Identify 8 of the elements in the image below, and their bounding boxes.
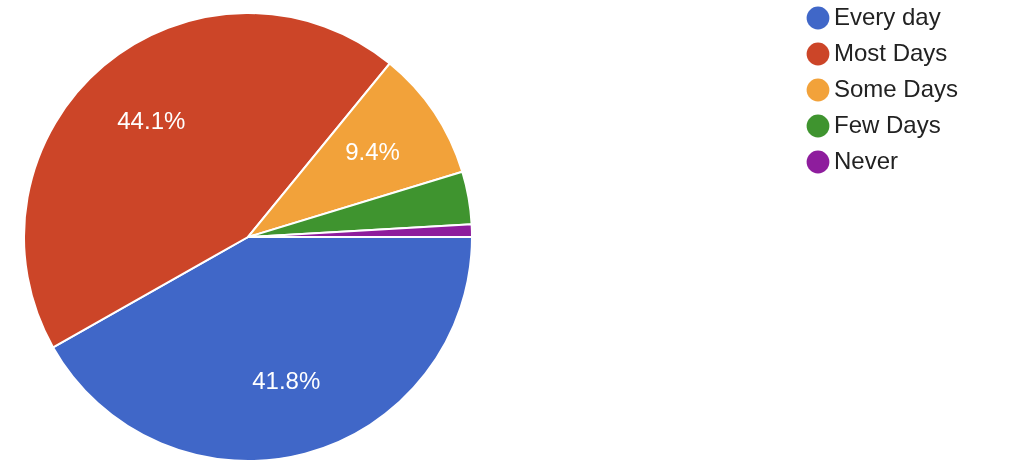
data-label: 41.8% — [252, 367, 321, 395]
legend-label: Few Days — [834, 111, 941, 138]
legend-label: Most Days — [834, 39, 948, 66]
legend-label: Every day — [834, 3, 941, 30]
data-label: 9.4% — [345, 138, 400, 166]
legend-label: Some Days — [834, 75, 959, 102]
data-label: 44.1% — [117, 107, 186, 135]
legend-label: Never — [834, 147, 899, 174]
